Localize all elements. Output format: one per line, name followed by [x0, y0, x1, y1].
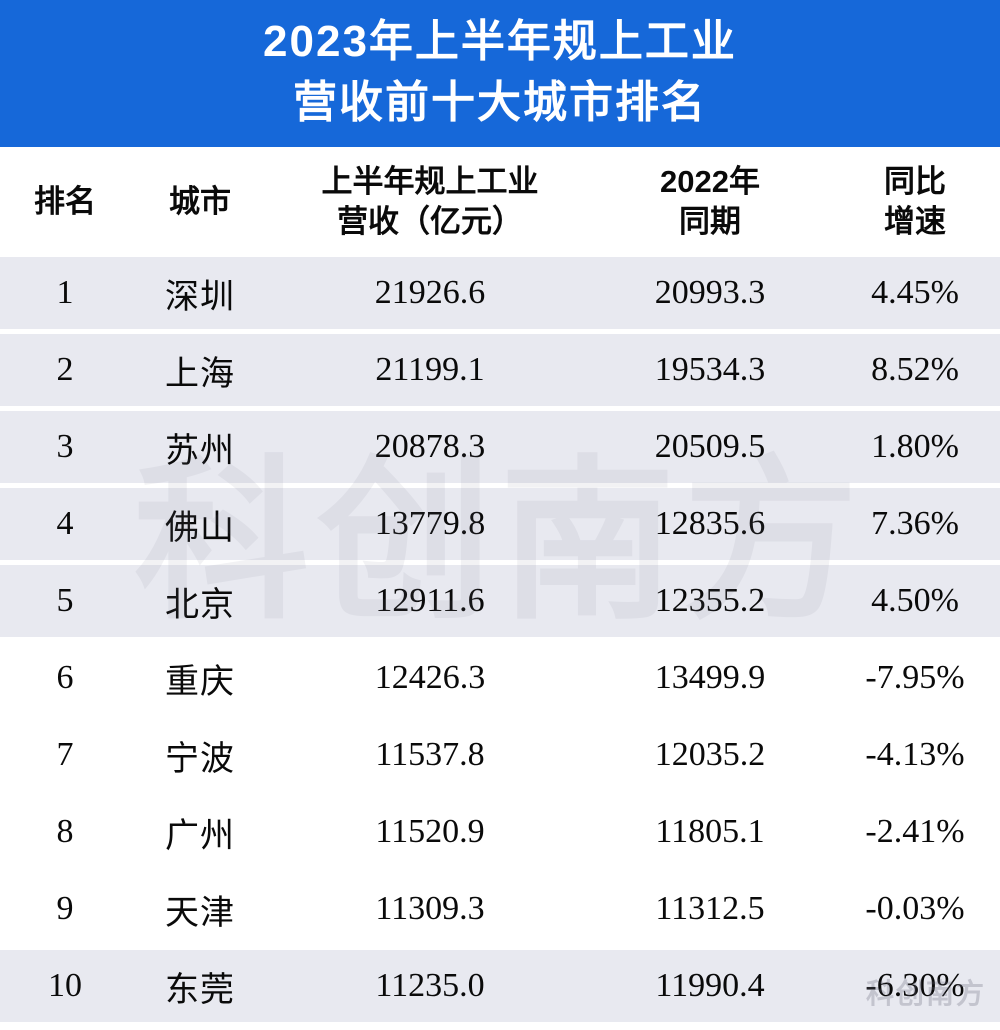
rank-cell: 10 — [48, 967, 82, 1005]
table-row: 6 重庆 12426.3 13499.9 -7.95% — [0, 642, 1000, 715]
table-row: 1 深圳 21926.6 20993.3 4.45% — [0, 257, 1000, 330]
revenue-cell: 21199.1 — [375, 351, 485, 389]
prev-year-cell: 20993.3 — [654, 274, 766, 312]
table-row: 5 北京 12911.6 12355.2 4.50% — [0, 565, 1000, 638]
column-header-rank: 排名 — [34, 184, 96, 220]
revenue-cell: 21926.6 — [374, 274, 486, 312]
rank-cell: 5 — [56, 582, 74, 620]
table-row: 8 广州 11520.9 11805.1 -2.41% — [0, 796, 1000, 869]
city-cell: 重庆 — [165, 663, 235, 701]
table-row: 3 苏州 20878.3 20509.5 1.80% — [0, 411, 1000, 484]
city-cell: 深圳 — [165, 278, 235, 316]
prev-year-cell: 12035.2 — [654, 736, 766, 774]
growth-cell: -0.03% — [865, 890, 965, 928]
growth-cell: -7.95% — [865, 659, 965, 697]
rank-cell: 4 — [56, 505, 74, 543]
revenue-cell: 11235.0 — [375, 967, 485, 1005]
prev-year-cell: 12835.6 — [654, 505, 766, 543]
city-cell: 东莞 — [165, 971, 235, 1009]
rank-cell: 1 — [56, 274, 74, 312]
revenue-cell: 12426.3 — [374, 659, 486, 697]
city-cell: 苏州 — [165, 432, 235, 470]
rank-cell: 7 — [56, 736, 74, 774]
city-cell: 广州 — [165, 817, 235, 855]
rank-cell: 9 — [56, 890, 74, 928]
prev-year-cell: 20509.5 — [654, 428, 766, 466]
city-cell: 上海 — [165, 355, 235, 393]
revenue-cell: 12911.6 — [375, 582, 485, 620]
rank-cell: 2 — [56, 351, 74, 389]
table-row: 9 天津 11309.3 11312.5 -0.03% — [0, 873, 1000, 946]
growth-cell: -4.13% — [865, 736, 965, 774]
city-cell: 北京 — [165, 586, 235, 624]
prev-year-cell: 11312.5 — [655, 890, 765, 928]
rank-cell: 6 — [56, 659, 74, 697]
growth-cell: 1.80% — [871, 428, 959, 466]
city-cell: 宁波 — [165, 740, 235, 778]
prev-year-cell: 12355.2 — [654, 582, 766, 620]
rank-cell: 8 — [56, 813, 74, 851]
growth-cell: 4.45% — [871, 274, 959, 312]
title-bar: 2023年上半年规上工业 营收前十大城市排名 — [0, 0, 1000, 148]
growth-cell: 8.52% — [871, 351, 959, 389]
growth-cell: 7.36% — [871, 505, 959, 543]
prev-year-cell: 13499.9 — [654, 659, 766, 697]
column-header-prev: 2022年 同期 — [660, 164, 760, 240]
growth-cell: 4.50% — [871, 582, 959, 620]
table-body: 1 深圳 21926.6 20993.3 4.45% 2 上海 21199.1 … — [0, 257, 1000, 1023]
table-row: 7 宁波 11537.8 12035.2 -4.13% — [0, 719, 1000, 792]
rank-cell: 3 — [56, 428, 74, 466]
table-row: 2 上海 21199.1 19534.3 8.52% — [0, 334, 1000, 407]
growth-cell: -2.41% — [865, 813, 965, 851]
revenue-cell: 13779.8 — [374, 505, 486, 543]
city-cell: 佛山 — [165, 509, 235, 547]
column-header-revenue: 上半年规上工业 营收（亿元） — [321, 164, 539, 240]
prev-year-cell: 11805.1 — [655, 813, 765, 851]
city-cell: 天津 — [165, 894, 235, 932]
table-row: 4 佛山 13779.8 12835.6 7.36% — [0, 488, 1000, 561]
prev-year-cell: 19534.3 — [654, 351, 766, 389]
revenue-cell: 11309.3 — [375, 890, 485, 928]
column-header-growth: 同比 增速 — [884, 164, 946, 240]
revenue-cell: 11520.9 — [375, 813, 485, 851]
table-row: 10 东莞 11235.0 11990.4 -6.30% — [0, 950, 1000, 1023]
column-header-city: 城市 — [169, 184, 231, 220]
page-title-line-1: 2023年上半年规上工业 — [263, 17, 737, 66]
page-title-line-2: 营收前十大城市排名 — [293, 77, 707, 127]
prev-year-cell: 11990.4 — [655, 967, 765, 1005]
revenue-cell: 20878.3 — [374, 428, 486, 466]
table-header-row: 排名 城市 上半年规上工业 营收（亿元） 2022年 同期 同比 增速 — [0, 147, 1000, 258]
growth-cell: -6.30% — [865, 967, 965, 1005]
revenue-cell: 11537.8 — [375, 736, 485, 774]
